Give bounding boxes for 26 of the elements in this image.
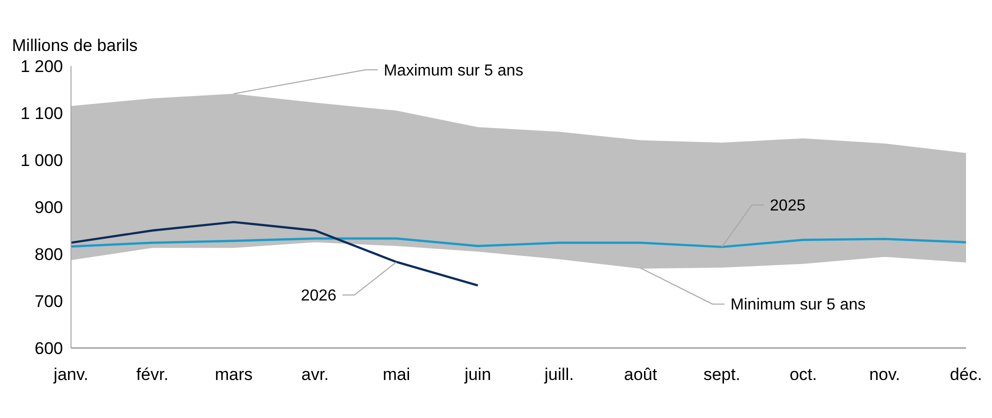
series-label: Minimum sur 5 ans [730,296,866,314]
y-tick-label: 800 [34,245,63,264]
y-axis-title: Millions de barils [12,36,138,56]
x-tick-label: avr. [301,365,329,384]
y-tick-label: 1 000 [20,151,63,170]
x-tick-label: janv. [52,365,88,384]
x-tick-label: juill. [544,365,574,384]
y-tick-label: 700 [34,292,63,312]
y-tick-label: 900 [34,198,63,218]
series-label: Maximum sur 5 ans [384,62,524,80]
x-tick-label: févr. [136,365,168,384]
y-tick-label: 600 [34,339,63,358]
x-tick-label: nov. [869,365,900,384]
y-tick-label: 1 200 [20,57,63,76]
x-tick-label: sept. [703,365,740,384]
x-tick-label: août [624,365,658,384]
x-tick-label: oct. [790,365,817,384]
x-tick-label: déc. [950,365,982,384]
x-tick-label: mars [214,365,253,384]
series-label: 2025 [770,198,806,215]
line-series [71,237,966,248]
x-tick-label: juin [464,365,492,384]
text: 2026 [300,288,337,305]
x-tick-label: mai [382,365,410,384]
y-tick-label: 1 100 [20,104,63,124]
line-series [71,220,479,287]
